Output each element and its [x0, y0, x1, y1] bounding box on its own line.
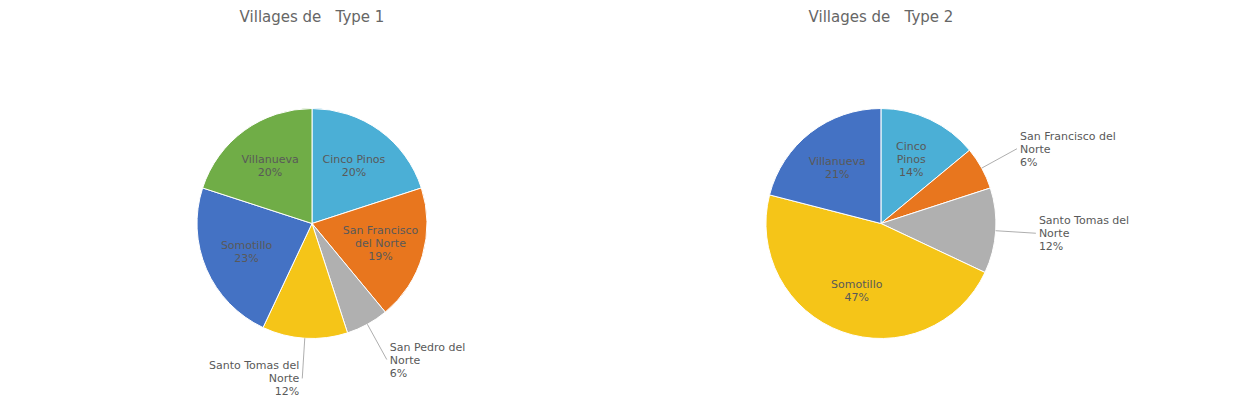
slice-label-line: 12% [1039, 240, 1063, 253]
slice-label-line: Norte [1039, 227, 1070, 240]
chart-title: Villages de Type 2 [809, 8, 954, 26]
slice-label-line: del Norte [355, 237, 406, 250]
slice-label-line: Somotillo [221, 239, 273, 252]
slice-label-line: 12% [275, 385, 299, 398]
slice-label: CincoPinos14% [896, 140, 927, 179]
slice-label-line: Norte [390, 354, 421, 367]
slice-label-line: San Pedro del [390, 341, 466, 354]
slice-label: Santo Tomas delNorte12% [209, 359, 300, 398]
chart-root: Villages de Type 1Cinco Pinos20%San Fran… [0, 0, 1248, 409]
slice-label: San Franciscodel Norte19% [343, 224, 419, 263]
slice-label-line: San Francisco del [1020, 130, 1116, 143]
slice-label-line: 20% [342, 166, 366, 179]
slice-label-line: Villanueva [809, 155, 866, 168]
slice-label-line: Norte [1020, 143, 1051, 156]
slice-label-line: Pinos [897, 153, 926, 166]
slice-label: Somotillo23% [221, 239, 273, 265]
slice-label: San Francisco delNorte6% [1020, 130, 1116, 169]
leader-line [982, 149, 1017, 168]
slice-label-line: Somotillo [831, 278, 883, 291]
slice-label-line: 19% [368, 250, 392, 263]
slice-label-line: Santo Tomas del [1039, 214, 1129, 227]
slice-label-line: San Francisco [343, 224, 419, 237]
slice-label: Santo Tomas delNorte12% [1039, 214, 1129, 253]
slice-label-line: 20% [258, 166, 282, 179]
slice-label-line: Villanueva [242, 153, 299, 166]
slice-label: Somotillo47% [831, 278, 883, 304]
chart-title: Villages de Type 1 [240, 8, 385, 26]
slice-label: Villanueva21% [809, 155, 866, 181]
slice-label-line: 21% [825, 168, 849, 181]
leader-line [996, 231, 1036, 234]
pie-panel: Villages de Type 1Cinco Pinos20%San Fran… [197, 8, 465, 398]
leader-line [302, 338, 305, 378]
pie-slice [770, 109, 881, 224]
slice-label-line: Cinco [896, 140, 927, 153]
slice-label-line: 14% [899, 166, 923, 179]
slice-label-line: 23% [234, 252, 258, 265]
pie-panel: Villages de Type 2 CincoPinos14% San Franc… [766, 8, 1129, 338]
pie-slice [203, 109, 312, 224]
slice-label: San Pedro delNorte6% [390, 341, 466, 380]
slice-label-line: Cinco Pinos [322, 153, 385, 166]
slice-label: Villanueva20% [242, 153, 299, 179]
leader-line [367, 324, 386, 359]
slice-label-line: Norte [269, 372, 300, 385]
slice-label-line: 6% [390, 367, 407, 380]
slice-label-line: Santo Tomas del [209, 359, 299, 372]
slice-label: Cinco Pinos20% [322, 153, 385, 179]
slice-label-line: 47% [845, 291, 869, 304]
slice-label-line: 6% [1020, 156, 1037, 169]
